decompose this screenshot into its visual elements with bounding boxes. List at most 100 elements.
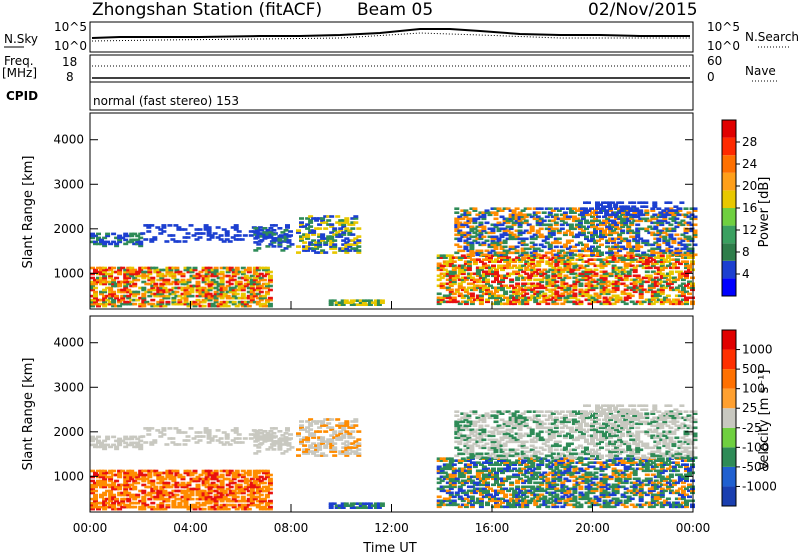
data-cell — [146, 429, 152, 432]
data-cell — [174, 294, 180, 298]
data-cell — [165, 270, 171, 274]
data-cell — [195, 274, 201, 278]
data-cell — [629, 258, 635, 261]
data-cell — [569, 296, 575, 300]
data-cell — [542, 298, 548, 302]
data-cell — [599, 221, 604, 225]
data-cell — [488, 272, 493, 276]
data-cell — [261, 481, 267, 485]
data-cell — [637, 211, 643, 214]
data-cell — [373, 299, 379, 302]
data-cell — [213, 499, 219, 503]
data-cell — [460, 296, 466, 300]
data-cell — [231, 296, 237, 300]
data-cell — [376, 299, 382, 302]
data-cell — [105, 501, 111, 505]
data-cell — [512, 300, 518, 304]
data-cell — [503, 493, 509, 497]
data-cell — [344, 422, 350, 425]
data-cell — [329, 450, 335, 453]
data-cell — [656, 215, 662, 219]
data-cell — [578, 300, 584, 304]
data-cell — [611, 260, 617, 263]
data-cell — [308, 219, 314, 222]
data-cell — [547, 223, 553, 227]
data-cell — [93, 445, 98, 449]
data-cell — [117, 284, 123, 288]
data-cell — [445, 282, 451, 286]
data-cell — [299, 440, 304, 443]
data-cell — [533, 495, 539, 499]
data-cell — [165, 497, 171, 501]
data-cell — [96, 298, 101, 302]
data-cell — [490, 237, 496, 241]
data-cell — [308, 418, 314, 421]
data-cell — [237, 284, 243, 288]
data-cell — [545, 278, 551, 282]
data-cell — [551, 499, 557, 503]
data-cell — [150, 266, 156, 270]
data-cell — [460, 499, 466, 503]
data-cell — [620, 300, 626, 304]
data-cell — [236, 441, 242, 444]
data-cell — [466, 475, 472, 479]
data-cell — [332, 442, 338, 445]
data-cell — [165, 290, 171, 294]
data-cell — [488, 475, 493, 479]
data-cell — [222, 302, 228, 306]
data-cell — [246, 499, 252, 503]
data-cell — [213, 469, 219, 473]
data-cell — [317, 444, 323, 447]
data-cell — [569, 284, 575, 288]
data-cell — [659, 262, 665, 266]
data-cell — [553, 207, 559, 210]
data-cell — [206, 226, 212, 229]
data-cell — [237, 485, 243, 489]
data-cell — [568, 207, 574, 210]
data-cell — [174, 290, 180, 294]
data-cell — [644, 260, 650, 263]
data-cell — [668, 270, 674, 274]
data-cell — [644, 213, 650, 217]
data-cell — [602, 219, 607, 223]
data-cell — [599, 243, 604, 247]
data-cell — [248, 230, 254, 233]
data-cell — [511, 209, 517, 212]
data-cell — [344, 432, 350, 435]
data-cell — [249, 485, 255, 489]
data-cell — [96, 266, 101, 270]
data-cell — [653, 227, 659, 231]
data-cell — [614, 266, 620, 270]
data-cell — [571, 211, 577, 214]
data-cell — [353, 221, 359, 224]
data-cell — [231, 503, 237, 507]
data-cell — [475, 225, 481, 229]
data-cell — [186, 489, 192, 493]
data-cell — [102, 302, 108, 306]
data-cell — [541, 211, 547, 214]
data-cell — [496, 229, 502, 233]
data-cell — [494, 270, 499, 274]
data-cell — [521, 459, 527, 462]
data-cell — [234, 469, 240, 473]
data-cell — [687, 270, 692, 274]
data-cell — [243, 477, 249, 481]
data-cell — [608, 223, 614, 227]
data-cell — [96, 505, 101, 509]
data-cell — [207, 274, 213, 278]
data-cell — [96, 232, 101, 236]
data-cell — [542, 300, 548, 304]
data-cell — [111, 507, 117, 511]
data-cell — [329, 426, 335, 429]
data-cell — [338, 233, 344, 236]
data-cell — [632, 274, 638, 278]
data-cell — [656, 207, 662, 210]
data-cell — [574, 219, 580, 223]
data-cell — [207, 268, 213, 272]
data-cell — [518, 463, 524, 466]
data-cell — [671, 253, 677, 257]
data-cell — [494, 491, 499, 495]
data-cell — [93, 501, 98, 505]
data-cell — [105, 280, 111, 284]
data-cell — [551, 495, 557, 499]
